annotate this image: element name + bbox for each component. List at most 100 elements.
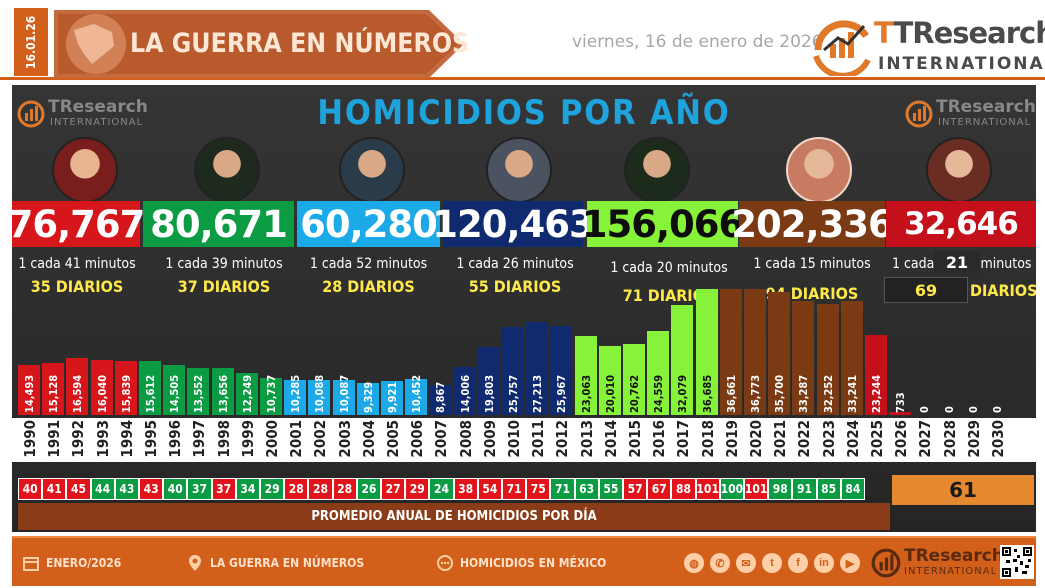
phone-icon[interactable]: ✆ xyxy=(710,553,730,573)
year-label-1996: 1996 xyxy=(166,420,185,458)
years-band xyxy=(12,418,1036,462)
bar-2013 xyxy=(574,336,597,415)
footer-date: ENERO/2026 xyxy=(22,554,121,572)
rate-7-suffix: minutos xyxy=(980,256,1032,272)
bar-label-1993: 16,040 xyxy=(95,374,109,413)
bar-1995 xyxy=(139,361,161,415)
daily-average-2001: 28 xyxy=(284,478,309,500)
rate-7-prefix: 1 cada xyxy=(892,256,935,272)
daily-average-1995: 43 xyxy=(139,478,164,500)
globe-icon[interactable]: ◍ xyxy=(684,553,704,573)
brand-name: TResearch xyxy=(904,546,1004,566)
year-label-2013: 2013 xyxy=(577,420,596,458)
daily-average-2016: 67 xyxy=(647,478,672,500)
date-text: viernes, 16 de enero de 2026 xyxy=(572,32,823,52)
bar-2024 xyxy=(840,301,863,415)
year-label-2019: 2019 xyxy=(722,420,741,458)
tresearch-logo-icon xyxy=(813,20,871,79)
calendar-icon xyxy=(23,557,39,571)
brand-name: TResearch xyxy=(936,97,1036,117)
bar-2009 xyxy=(477,347,500,415)
year-label-2023: 2023 xyxy=(819,420,838,458)
year-label-2016: 2016 xyxy=(650,420,669,458)
bar-label-1994: 15,839 xyxy=(119,374,133,413)
president-total-5: 156,066 xyxy=(581,201,744,247)
rate-5: 1 cada 20 minutos xyxy=(610,260,728,276)
daily-average-2004: 26 xyxy=(356,478,381,500)
year-label-2011: 2011 xyxy=(529,420,548,458)
daily-average-2017: 88 xyxy=(671,478,696,500)
bar-label-1999: 12,249 xyxy=(240,374,254,413)
year-label-2010: 2010 xyxy=(505,420,523,458)
linkedin-icon[interactable]: in xyxy=(814,553,834,573)
bar-1994 xyxy=(114,361,137,415)
bar-1997 xyxy=(187,368,210,415)
bar-label-2021: 35,700 xyxy=(773,374,787,413)
daily-average-2021: 98 xyxy=(768,478,793,500)
year-label-1994: 1994 xyxy=(117,420,136,458)
footer-section: LA GUERRA EN NÚMEROS xyxy=(186,554,364,572)
header: 16.01.26 LA GUERRA EN NÚMEROS viernes, 1… xyxy=(0,0,1045,80)
year-label-2001: 2001 xyxy=(287,420,306,458)
bar-2006 xyxy=(405,379,428,415)
twitter-icon[interactable]: t xyxy=(762,553,782,573)
president-photo-5 xyxy=(624,137,690,203)
bar-label-2004: 9,329 xyxy=(361,381,375,413)
bar-label-2014: 20,010 xyxy=(603,374,617,413)
bar-2002 xyxy=(308,380,331,415)
bar-label-2005: 9,921 xyxy=(386,381,399,413)
daily-average-1992: 45 xyxy=(66,478,91,500)
brand-name: TResearch xyxy=(48,97,148,117)
bar-label-2017: 32,079 xyxy=(676,374,690,413)
bar-chart: 14,493 15,128 16,594 16,040 15,839 15,612 14,5… xyxy=(12,85,1036,532)
chart-title: HOMICIDIOS POR AÑO xyxy=(317,93,731,133)
bar-2016 xyxy=(647,331,670,415)
panel-logo-right: TResearch INTERNATIONAL xyxy=(904,97,1036,133)
qr-code[interactable] xyxy=(1000,545,1034,579)
bar-label-2029: 0 xyxy=(966,406,980,413)
bar-label-1990: 14,493 xyxy=(23,374,36,413)
bar-label-2013: 23,063 xyxy=(579,374,593,413)
youtube-icon[interactable]: ▶ xyxy=(840,553,860,573)
bar-label-2000: 10,737 xyxy=(265,374,278,413)
daily-average-2002: 28 xyxy=(308,478,333,500)
bar-2010 xyxy=(502,327,524,415)
bar-label-1997: 13,552 xyxy=(192,374,206,413)
president-total-7: 32,646 xyxy=(886,201,1036,247)
daily-average-2006: 29 xyxy=(405,478,430,500)
facebook-icon[interactable]: f xyxy=(788,553,808,573)
year-label-2030: 2030 xyxy=(989,420,1007,458)
daily-average-1994: 43 xyxy=(114,478,139,500)
daily-average-2010: 71 xyxy=(502,478,527,500)
bar-label-2023: 32,252 xyxy=(821,374,835,413)
title-banner xyxy=(54,10,464,78)
year-label-2017: 2017 xyxy=(674,420,693,458)
daily-average-1991: 41 xyxy=(42,478,67,500)
year-label-2018: 2018 xyxy=(698,420,717,458)
bar-label-2010: 25,757 xyxy=(507,374,520,413)
main-panel: HOMICIDIOS POR AÑO TResearch INTERNATION… xyxy=(12,85,1036,532)
bar-label-2003: 10,087 xyxy=(337,374,351,413)
tresearch-logo-icon xyxy=(905,100,933,128)
year-label-1991: 1991 xyxy=(45,420,64,458)
bar-2014 xyxy=(598,346,621,415)
daily-average-2011: 75 xyxy=(526,478,551,500)
bar-label-2018: 36,685 xyxy=(700,374,714,413)
year-label-2009: 2009 xyxy=(480,420,499,458)
bar-2015 xyxy=(623,344,645,415)
daily-average-2014: 55 xyxy=(598,478,623,500)
bar-label-2008: 14,006 xyxy=(458,374,472,413)
email-icon[interactable]: ✉ xyxy=(736,553,756,573)
year-label-2003: 2003 xyxy=(335,420,354,458)
president-total-6: 202,336 xyxy=(731,201,894,247)
bar-2005 xyxy=(381,381,403,415)
bar-label-2016: 24,559 xyxy=(652,374,666,413)
year-label-1999: 1999 xyxy=(238,420,257,458)
bar-label-2020: 36,773 xyxy=(749,374,762,413)
daily-average-caption: PROMEDIO ANUAL DE HOMICIDIOS POR DÍA xyxy=(18,503,890,530)
footer: ENERO/2026 LA GUERRA EN NÚMEROS HOMICIDI… xyxy=(12,536,1036,586)
bar-2004 xyxy=(356,383,379,415)
footer-topic: HOMICIDIOS EN MÉXICO xyxy=(436,554,606,572)
bar-2003 xyxy=(332,380,355,415)
